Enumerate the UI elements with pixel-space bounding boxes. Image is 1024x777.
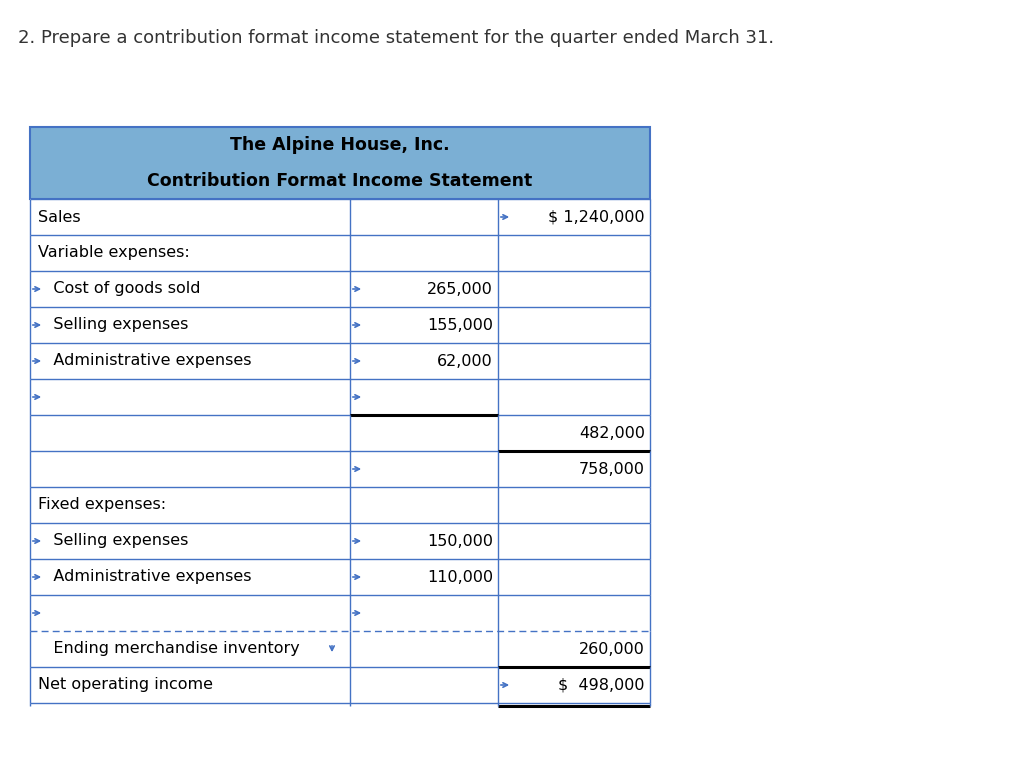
Bar bbox=[30, 451, 650, 487]
Bar bbox=[30, 595, 650, 631]
Text: Administrative expenses: Administrative expenses bbox=[38, 354, 252, 368]
Text: The Alpine House, Inc.: The Alpine House, Inc. bbox=[230, 136, 450, 154]
Text: 62,000: 62,000 bbox=[437, 354, 493, 368]
Text: Selling expenses: Selling expenses bbox=[38, 318, 188, 333]
Text: Cost of goods sold: Cost of goods sold bbox=[38, 281, 201, 297]
Bar bbox=[30, 235, 650, 271]
Text: Net operating income: Net operating income bbox=[38, 678, 213, 692]
Bar bbox=[30, 307, 650, 343]
Text: Selling expenses: Selling expenses bbox=[38, 534, 188, 549]
Text: Ending merchandise inventory: Ending merchandise inventory bbox=[38, 642, 300, 657]
Bar bbox=[30, 667, 650, 703]
Bar bbox=[30, 271, 650, 307]
Bar bbox=[30, 343, 650, 379]
Text: 110,000: 110,000 bbox=[427, 570, 493, 584]
Text: 260,000: 260,000 bbox=[580, 642, 645, 657]
Bar bbox=[30, 415, 650, 451]
Text: 150,000: 150,000 bbox=[427, 534, 493, 549]
Text: 758,000: 758,000 bbox=[579, 462, 645, 476]
Text: 155,000: 155,000 bbox=[427, 318, 493, 333]
Text: Variable expenses:: Variable expenses: bbox=[38, 246, 189, 260]
Bar bbox=[30, 559, 650, 595]
Bar bbox=[30, 199, 650, 235]
Text: $  498,000: $ 498,000 bbox=[558, 678, 645, 692]
Text: Sales: Sales bbox=[38, 210, 81, 225]
Text: Contribution Format Income Statement: Contribution Format Income Statement bbox=[147, 172, 532, 190]
Text: $ 1,240,000: $ 1,240,000 bbox=[549, 210, 645, 225]
Bar bbox=[30, 523, 650, 559]
Text: 2. Prepare a contribution format income statement for the quarter ended March 31: 2. Prepare a contribution format income … bbox=[18, 29, 774, 47]
Bar bbox=[30, 487, 650, 523]
Bar bbox=[30, 379, 650, 415]
Text: Fixed expenses:: Fixed expenses: bbox=[38, 497, 166, 513]
Bar bbox=[30, 631, 650, 667]
Text: 482,000: 482,000 bbox=[579, 426, 645, 441]
Text: 265,000: 265,000 bbox=[427, 281, 493, 297]
Text: Administrative expenses: Administrative expenses bbox=[38, 570, 252, 584]
Bar bbox=[30, 127, 650, 199]
